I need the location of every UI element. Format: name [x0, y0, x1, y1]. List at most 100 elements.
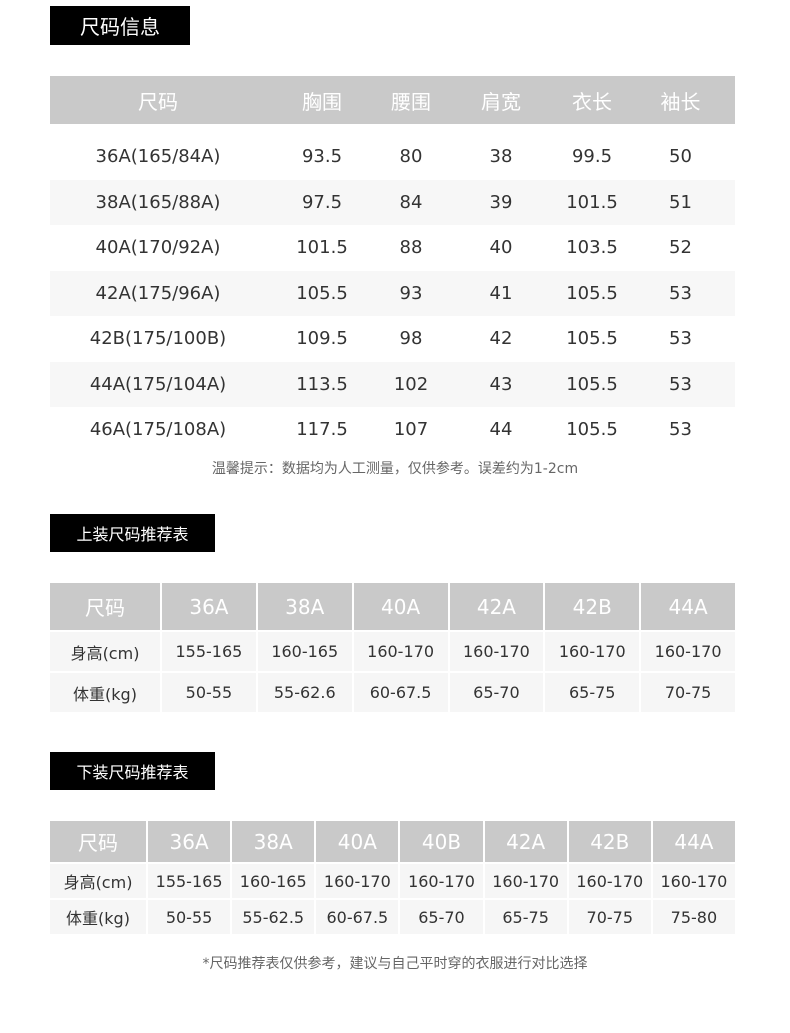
column-header: 38A	[232, 821, 315, 862]
table-cell: 105.5	[566, 282, 618, 304]
table-cell: 160-170	[641, 632, 735, 671]
table-cell: 101.5	[566, 191, 618, 213]
measurement-note: 温馨提示：数据均为人工测量，仅供参考。误差约为1-2cm	[211, 461, 579, 477]
table-cell: 105.5	[566, 328, 618, 350]
table-cell: 84	[399, 191, 423, 213]
table-cell: 101.5	[296, 237, 348, 259]
table-cell: 105.5	[566, 419, 618, 441]
column-header: 尺码	[138, 89, 178, 114]
column-header: 42A	[449, 583, 544, 630]
table-cell: 160-170	[484, 864, 567, 898]
table-cell: 51	[669, 191, 692, 213]
table-cell: 88	[399, 237, 423, 259]
table-cell: 50	[669, 146, 692, 168]
table-cell: 38	[489, 146, 513, 168]
column-header: 40A	[316, 821, 399, 862]
table-cell: 44	[489, 419, 513, 441]
table-cell: 105.5	[296, 282, 348, 304]
table-cell: 75-80	[652, 900, 735, 934]
table-cell: 42B(175/100B)	[89, 328, 227, 350]
column-header: 36A	[162, 583, 256, 630]
table-cell: 38A(165/88A)	[95, 191, 221, 213]
table-cell: 53	[669, 282, 692, 304]
column-header: 尺码	[50, 583, 160, 630]
table-cell: 97.5	[301, 191, 343, 213]
column-header: 40A	[353, 583, 448, 630]
table-row: 40A(170/92A) 101.5 88 40 103.5 52	[50, 225, 735, 271]
table-row: 44A(175/104A) 113.5 102 43 105.5 53	[50, 361, 735, 407]
table-cell: 160-170	[316, 864, 399, 898]
table-cell: 160-170	[449, 632, 544, 671]
table-cell: 93.5	[301, 146, 343, 168]
table-cell: 41	[489, 282, 513, 304]
table-cell: 65-75	[545, 673, 640, 712]
table-cell: 160-170	[568, 864, 651, 898]
table-cell: 65-70	[449, 673, 544, 712]
table-cell: 113.5	[296, 373, 348, 395]
section-title-size-info: 尺码信息	[50, 6, 190, 45]
table-cell: 160-165	[232, 864, 315, 898]
column-header: 肩宽	[481, 89, 521, 114]
table-cell: 160-165	[257, 632, 352, 671]
column-header: 40B	[400, 821, 483, 862]
table-cell: 53	[669, 373, 692, 395]
column-header: 38A	[257, 583, 352, 630]
table-cell: 36A(165/84A)	[95, 146, 221, 168]
table-cell: 155-165	[148, 864, 231, 898]
table-cell: 80	[399, 146, 423, 168]
table-cell: 103.5	[566, 237, 618, 259]
table-cell: 160-170	[652, 864, 735, 898]
table-cell: 70-75	[568, 900, 651, 934]
top-size-recommend-table: 尺码 36A 38A 40A 42A 42B 44A 身高(cm) 155-165 160-165…	[50, 583, 735, 712]
column-header: 胸围	[302, 89, 342, 114]
column-header: 36A	[148, 821, 231, 862]
table-cell: 40A(170/92A)	[95, 237, 221, 259]
table-row: 36A(165/84A) 93.5 80 38 99.5 50	[50, 134, 735, 180]
table-cell: 107	[393, 419, 429, 441]
column-header: 袖长	[660, 89, 701, 114]
table-cell: 44A(175/104A)	[89, 373, 227, 395]
section-title-bottom-recommend: 下装尺码推荐表	[50, 752, 215, 790]
table-cell: 42A(175/96A)	[95, 282, 221, 304]
size-info-table: 尺码 胸围 腰围 肩宽 衣长 袖长 36A(165/84A) 93.5 80 38 99.5 50 38…	[50, 76, 735, 453]
column-header: 42B	[568, 821, 651, 862]
section-title-top-recommend: 上装尺码推荐表	[50, 514, 215, 552]
table-cell: 65-70	[400, 900, 483, 934]
table-row: 46A(175/108A) 117.5 107 44 105.5 53	[50, 407, 735, 453]
table-cell: 55-62.5	[232, 900, 315, 934]
table-header: 尺码 胸围 腰围 肩宽 衣长 袖长	[50, 76, 735, 124]
table-cell: 93	[399, 282, 423, 304]
table-cell: 109.5	[296, 328, 348, 350]
table-cell: 53	[669, 328, 692, 350]
table-cell: 42	[489, 328, 513, 350]
column-header: 42A	[484, 821, 567, 862]
table-cell: 43	[489, 373, 513, 395]
row-label: 体重(kg)	[50, 673, 160, 712]
table-cell: 53	[669, 419, 692, 441]
table-cell: 160-170	[400, 864, 483, 898]
column-header: 44A	[652, 821, 735, 862]
table-cell: 55-62.6	[257, 673, 352, 712]
row-label: 体重(kg)	[50, 900, 146, 934]
row-label: 身高(cm)	[50, 632, 160, 671]
table-cell: 155-165	[162, 632, 256, 671]
table-cell: 99.5	[571, 146, 613, 168]
table-row: 42B(175/100B) 109.5 98 42 105.5 53	[50, 316, 735, 362]
table-cell: 102	[393, 373, 429, 395]
table-row: 38A(165/88A) 97.5 84 39 101.5 51	[50, 179, 735, 225]
table-cell: 39	[489, 191, 513, 213]
row-label: 身高(cm)	[50, 864, 146, 898]
table-row: 42A(175/96A) 105.5 93 41 105.5 53	[50, 270, 735, 316]
table-cell: 98	[399, 328, 423, 350]
table-cell: 105.5	[566, 373, 618, 395]
table-cell: 70-75	[641, 673, 735, 712]
table-cell: 160-170	[353, 632, 448, 671]
bottom-size-recommend-table: 尺码 36A 38A 40A 40B 42A 42B 44A 身高(cm) 155-165 160-…	[50, 821, 735, 934]
table-cell: 160-170	[545, 632, 640, 671]
table-cell: 117.5	[296, 419, 348, 441]
table-cell: 50-55	[148, 900, 231, 934]
table-cell: 60-67.5	[353, 673, 448, 712]
table-cell: 50-55	[162, 673, 256, 712]
table-cell: 40	[489, 237, 513, 259]
column-header: 尺码	[50, 821, 146, 862]
